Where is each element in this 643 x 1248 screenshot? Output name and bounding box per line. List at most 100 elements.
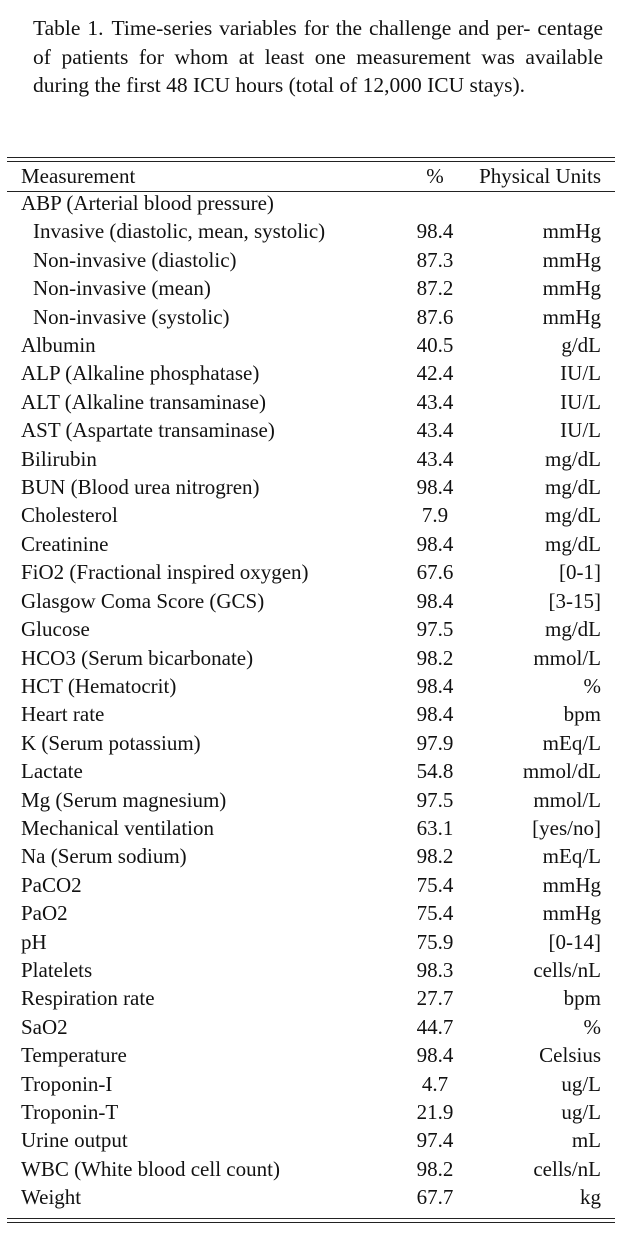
measurements-table: Measurement % Physical Units ABP (Arteri… bbox=[7, 163, 615, 1212]
unit-cell: mmol/L bbox=[533, 787, 601, 812]
table-row: WBC (White blood cell count) 98.2 cells/nL bbox=[7, 1155, 615, 1183]
unit-cell: mg/dL bbox=[545, 531, 601, 556]
table-row: Invasive (diastolic, mean, systolic) 98.4… bbox=[7, 217, 615, 245]
measurement-cell: Respiration rate bbox=[21, 986, 155, 1011]
table-row: ALP (Alkaline phosphatase) 42.4 IU/L bbox=[7, 359, 615, 387]
table-row: Bilirubin 43.4 mg/dL bbox=[7, 445, 615, 473]
measurement-cell: WBC (White blood cell count) bbox=[21, 1156, 280, 1181]
percent-cell: 98.3 bbox=[416, 957, 454, 982]
unit-cell bbox=[479, 189, 615, 217]
table-row: AST (Aspartate transaminase) 43.4 IU/L bbox=[7, 416, 615, 444]
percent-cell: 43.4 bbox=[416, 418, 454, 443]
table-row: Troponin-I 4.7 ug/L bbox=[7, 1070, 615, 1098]
unit-cell: bpm bbox=[563, 702, 601, 727]
measurement-cell: Heart rate bbox=[21, 702, 105, 727]
measurement-cell: Lactate bbox=[21, 759, 83, 784]
unit-cell: mmol/L bbox=[533, 645, 601, 670]
table-row: Mechanical ventilation 63.1 [yes/no] bbox=[7, 814, 615, 842]
percent-cell: 98.4 bbox=[416, 1043, 454, 1068]
percent-cell: 97.4 bbox=[416, 1128, 454, 1153]
percent-cell: 98.4 bbox=[416, 531, 454, 556]
measurement-cell: HCO3 (Serum bicarbonate) bbox=[21, 645, 254, 670]
percent-cell: 63.1 bbox=[416, 815, 454, 840]
table-row: SaO2 44.7% bbox=[7, 1013, 615, 1041]
percent-cell: 4.7 bbox=[421, 1071, 449, 1096]
unit-cell: bpm bbox=[563, 986, 601, 1011]
percent-cell: 44.7 bbox=[416, 1014, 454, 1039]
unit-cell: [0-1] bbox=[559, 560, 601, 585]
unit-cell: mEq/L bbox=[542, 730, 601, 755]
unit-cell: mg/dL bbox=[545, 503, 601, 528]
measurement-cell: Weight bbox=[21, 1185, 82, 1210]
unit-cell: mmHg bbox=[542, 247, 601, 272]
percent-cell: 98.2 bbox=[416, 844, 454, 869]
header-row: Measurement % Physical Units bbox=[7, 163, 615, 189]
table-row: Urine output 97.4 mL bbox=[7, 1126, 615, 1154]
measurement-cell: ABP (Arterial blood pressure) bbox=[21, 191, 274, 215]
measurement-cell: Glasgow Coma Score (GCS) bbox=[21, 588, 265, 613]
table-row: Platelets 98.3 cells/nL bbox=[7, 956, 615, 984]
percent-cell: 75.9 bbox=[416, 929, 454, 954]
bottom-rule-2 bbox=[7, 1222, 615, 1223]
table-row: ALT (Alkaline transaminase) 43.4 IU/L bbox=[7, 388, 615, 416]
table-row: Glucose 97.5 mg/dL bbox=[7, 615, 615, 643]
header-percent: % bbox=[426, 164, 444, 188]
measurement-cell: Non-invasive (mean) bbox=[33, 276, 211, 301]
percent-cell: 98.4 bbox=[416, 219, 454, 244]
table-row: Lactate 54.8 mmol/dL bbox=[7, 757, 615, 785]
table-row: Heart rate 98.4 bpm bbox=[7, 700, 615, 728]
percent-cell: 98.4 bbox=[416, 475, 454, 500]
unit-cell: cells/nL bbox=[533, 1156, 601, 1181]
measurement-cell: Urine output bbox=[21, 1128, 128, 1153]
measurement-cell: K (Serum potassium) bbox=[21, 730, 201, 755]
measurement-cell: Temperature bbox=[21, 1043, 127, 1068]
measurement-cell: Creatinine bbox=[21, 531, 109, 556]
unit-cell: cells/nL bbox=[533, 957, 601, 982]
percent-cell: 97.5 bbox=[416, 787, 454, 812]
percent-cell: 67.6 bbox=[416, 560, 454, 585]
measurement-cell: Troponin-T bbox=[21, 1100, 119, 1124]
unit-cell: mg/dL bbox=[545, 617, 601, 642]
unit-cell: [3-15] bbox=[548, 588, 601, 613]
unit-cell: [yes/no] bbox=[532, 815, 601, 840]
unit-cell: IU/L bbox=[560, 418, 601, 443]
measurement-cell: AST (Aspartate transaminase) bbox=[21, 418, 275, 443]
table-row: PaO2 75.4 mmHg bbox=[7, 899, 615, 927]
measurement-cell: ALP (Alkaline phosphatase) bbox=[21, 361, 260, 386]
percent-cell: 87.3 bbox=[416, 247, 454, 272]
measurement-cell: Troponin-I bbox=[21, 1071, 113, 1096]
unit-cell: % bbox=[583, 673, 602, 698]
measurement-cell: Non-invasive (diastolic) bbox=[33, 247, 237, 272]
unit-cell: [0-14] bbox=[548, 929, 601, 954]
top-rule-2 bbox=[7, 161, 615, 162]
table-row: Troponin-T 21.9 ug/L bbox=[7, 1098, 615, 1126]
measurement-cell: Na (Serum sodium) bbox=[21, 844, 187, 869]
percent-cell: 97.5 bbox=[416, 617, 454, 642]
unit-cell: ug/L bbox=[561, 1100, 601, 1124]
unit-cell: mEq/L bbox=[542, 844, 601, 869]
bottom-rule-1 bbox=[7, 1218, 615, 1219]
percent-cell: 27.7 bbox=[416, 986, 454, 1011]
percent-cell: 87.2 bbox=[416, 276, 454, 301]
percent-cell: 98.2 bbox=[416, 1156, 454, 1181]
unit-cell: IU/L bbox=[560, 361, 601, 386]
measurement-cell: Glucose bbox=[21, 617, 90, 642]
percent-cell: 97.9 bbox=[416, 730, 454, 755]
unit-cell: g/dL bbox=[561, 333, 601, 358]
measurement-cell: ALT (Alkaline transaminase) bbox=[21, 389, 266, 414]
header-rule bbox=[7, 191, 615, 192]
percent-cell: 75.4 bbox=[416, 901, 454, 926]
table-row: PaCO2 75.4 mmHg bbox=[7, 871, 615, 899]
measurement-cell: Cholesterol bbox=[21, 503, 118, 528]
header-units: Physical Units bbox=[479, 164, 601, 188]
percent-cell: 98.4 bbox=[416, 702, 454, 727]
table-row: FiO2 (Fractional inspired oxygen) 67.6 [0-… bbox=[7, 558, 615, 586]
table-row: Temperature 98.4 Celsius bbox=[7, 1041, 615, 1069]
measurement-cell: PaCO2 bbox=[21, 872, 82, 897]
percent-cell: 75.4 bbox=[416, 872, 454, 897]
percent-cell: 40.5 bbox=[416, 333, 454, 358]
unit-cell: IU/L bbox=[560, 389, 601, 414]
percent-cell: 67.7 bbox=[416, 1185, 454, 1210]
header-measurement: Measurement bbox=[21, 164, 136, 188]
measurement-cell: HCT (Hematocrit) bbox=[21, 673, 177, 698]
